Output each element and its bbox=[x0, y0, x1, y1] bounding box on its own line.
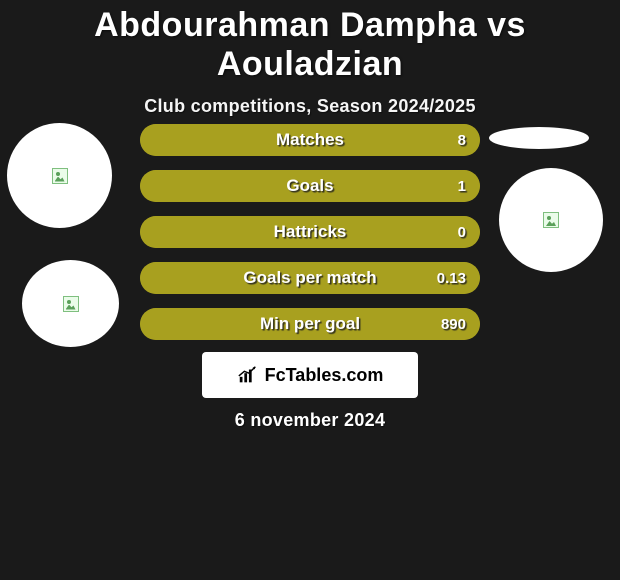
stat-label: Hattricks bbox=[274, 222, 347, 242]
stat-row: Goals per match 0.13 bbox=[140, 262, 480, 294]
stats-panel: Matches 8 Goals 1 Hattricks 0 Goals per match 0… bbox=[140, 124, 480, 354]
stat-label: Matches bbox=[276, 130, 344, 150]
avatar bbox=[22, 260, 119, 347]
brand-badge: FcTables.com bbox=[202, 352, 418, 398]
stat-row: Min per goal 890 bbox=[140, 308, 480, 340]
page-title: Abdourahman Dampha vs Aouladzian bbox=[0, 0, 620, 84]
avatar bbox=[7, 123, 112, 228]
stat-label: Goals bbox=[286, 176, 333, 196]
image-placeholder-icon bbox=[63, 296, 79, 312]
image-placeholder-icon bbox=[543, 212, 559, 228]
barchart-icon bbox=[237, 364, 259, 386]
stat-value: 8 bbox=[458, 132, 466, 149]
stat-value: 0.13 bbox=[437, 270, 466, 287]
stat-label: Min per goal bbox=[260, 314, 360, 334]
stat-row: Goals 1 bbox=[140, 170, 480, 202]
stat-label: Goals per match bbox=[243, 268, 376, 288]
page-subtitle: Club competitions, Season 2024/2025 bbox=[0, 96, 620, 117]
stat-value: 1 bbox=[458, 178, 466, 195]
stat-value: 0 bbox=[458, 224, 466, 241]
avatar bbox=[489, 127, 589, 149]
stat-value: 890 bbox=[441, 316, 466, 333]
stat-row: Matches 8 bbox=[140, 124, 480, 156]
image-placeholder-icon bbox=[52, 168, 68, 184]
date-text: 6 november 2024 bbox=[0, 410, 620, 431]
stat-row: Hattricks 0 bbox=[140, 216, 480, 248]
avatar bbox=[499, 168, 603, 272]
brand-text: FcTables.com bbox=[265, 365, 384, 386]
